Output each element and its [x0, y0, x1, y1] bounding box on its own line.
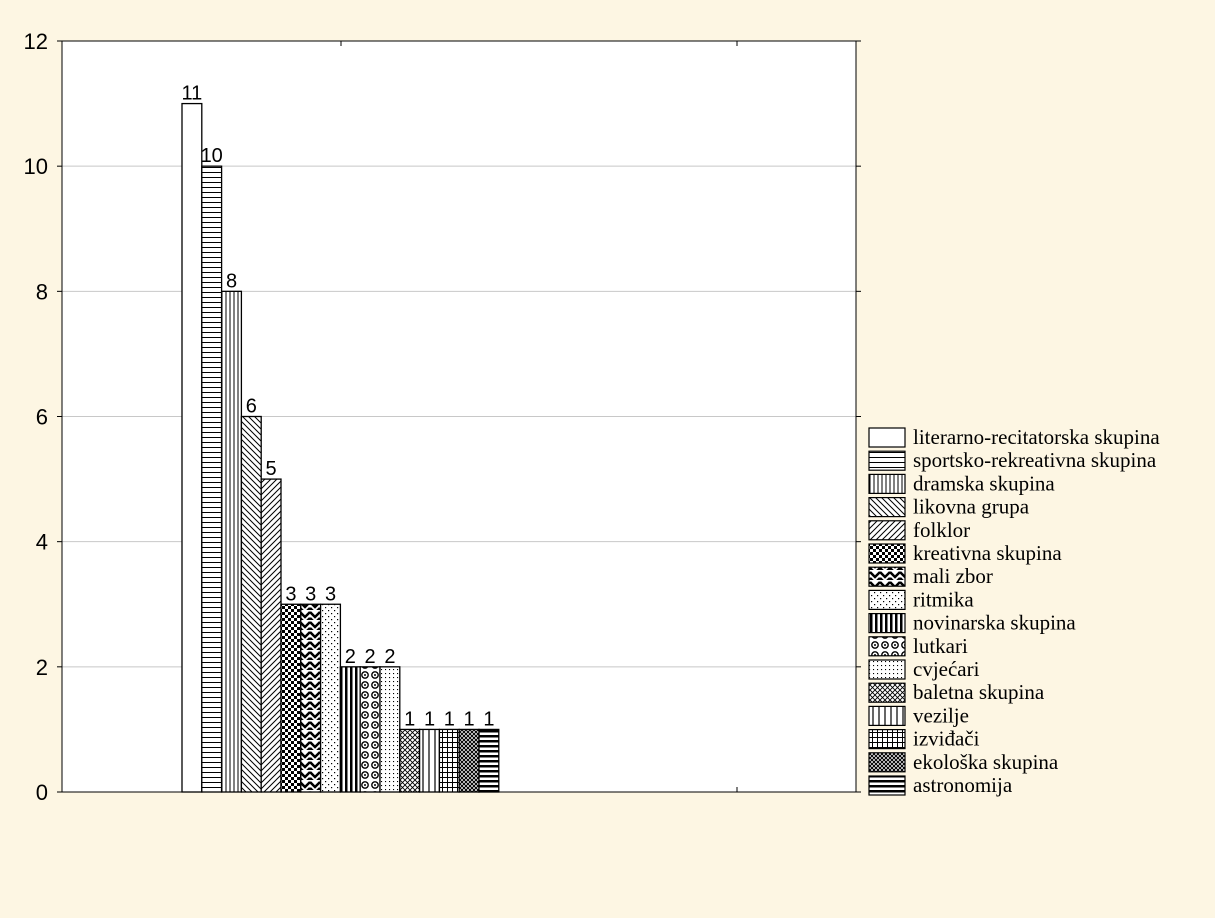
legend-label: literarno-recitatorska skupina [913, 425, 1160, 449]
legend-label: dramska skupina [913, 471, 1055, 495]
bar-16 [478, 728, 500, 793]
bar-data-label: 2 [384, 646, 395, 668]
bar-data-label: 6 [246, 396, 257, 418]
legend-label: kreativna skupina [913, 541, 1062, 565]
bar-data-label: 1 [483, 708, 494, 730]
legend-swatch [868, 636, 906, 657]
bar-data-label: 3 [325, 583, 336, 605]
bar-7 [300, 603, 322, 793]
bar-15 [458, 728, 480, 793]
bar-data-label: 1 [404, 708, 415, 730]
y-tick-label: 10 [24, 154, 48, 179]
legend-swatch [868, 450, 906, 471]
bar-10 [359, 666, 381, 793]
bar-data-label: 5 [266, 458, 277, 480]
bar-12 [399, 728, 421, 793]
legend-label: likovna grupa [913, 495, 1030, 519]
y-tick-label: 0 [36, 780, 48, 805]
bar-6 [280, 603, 302, 793]
legend-label: novinarska skupina [913, 611, 1076, 635]
legend: literarno-recitatorska skupinasportsko-r… [868, 425, 1160, 797]
y-tick-label: 6 [36, 405, 48, 430]
legend-swatch [868, 589, 906, 611]
bar-11 [379, 666, 401, 793]
y-tick-label: 2 [36, 655, 48, 680]
y-tick-label: 12 [24, 29, 48, 54]
bar-3 [220, 290, 243, 793]
bar-2 [201, 165, 223, 793]
legend-swatch [868, 728, 906, 750]
legend-label: mali zbor [913, 564, 993, 588]
legend-swatch [868, 682, 906, 703]
legend-label: lutkari [913, 634, 968, 658]
bar-14 [438, 728, 460, 793]
legend-swatch [868, 752, 906, 773]
bar-8 [319, 603, 342, 793]
legend-label: baletna skupina [913, 680, 1045, 704]
legend-swatch [868, 775, 906, 796]
legend-swatch [868, 497, 906, 518]
y-tick-label: 8 [36, 279, 48, 304]
legend-label: astronomija [913, 773, 1013, 797]
bar-data-label: 1 [464, 708, 475, 730]
y-tick-label: 4 [36, 530, 48, 555]
bar-1 [181, 102, 203, 793]
legend-swatch [868, 705, 906, 727]
bar-13 [418, 728, 441, 793]
bar-5 [260, 478, 282, 793]
legend-label: folklor [913, 518, 970, 542]
legend-label: vezilje [913, 703, 969, 727]
bar-data-label: 2 [345, 646, 356, 668]
legend-label: izviđači [913, 727, 980, 751]
bar-data-label: 10 [201, 145, 223, 167]
bar-data-label: 1 [424, 708, 435, 730]
legend-swatch [868, 543, 906, 564]
bar-4 [240, 415, 262, 793]
legend-swatch [868, 473, 906, 494]
legend-swatch [868, 566, 906, 587]
legend-swatch [868, 427, 906, 448]
legend-label: ekološka skupina [913, 750, 1059, 774]
legend-swatch [868, 659, 906, 680]
legend-swatch [868, 612, 906, 634]
legend-label: cvjećari [913, 657, 980, 681]
bar-data-label: 1 [444, 708, 455, 730]
legend-swatch [868, 520, 906, 541]
bar-data-label: 3 [285, 583, 296, 605]
legend-label: sportsko-rekreativna skupina [913, 448, 1157, 472]
bar-data-label: 8 [226, 270, 237, 292]
legend-label: ritmika [913, 587, 974, 611]
bar-9 [339, 666, 361, 793]
bar-data-label: 3 [305, 583, 316, 605]
bar-data-label: 2 [365, 646, 376, 668]
bar-data-label: 11 [182, 83, 203, 105]
